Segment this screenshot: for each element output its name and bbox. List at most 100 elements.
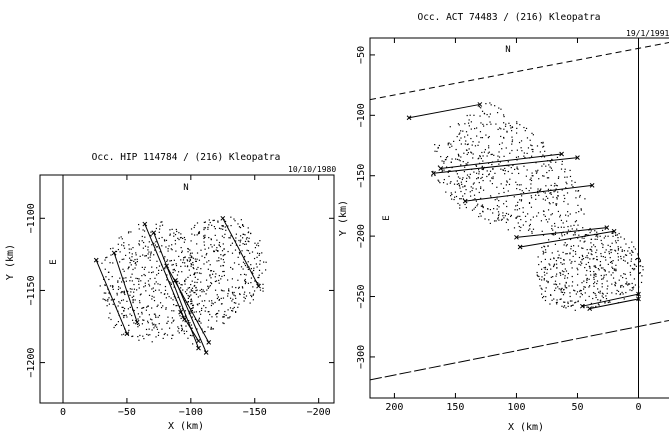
shape-point <box>223 261 225 263</box>
shape-point <box>549 303 551 305</box>
shape-point <box>148 314 150 316</box>
shape-point <box>108 292 110 294</box>
shape-point <box>155 227 158 230</box>
shape-point <box>210 304 213 307</box>
shape-point <box>467 143 469 145</box>
chord-endpoint-marker <box>604 225 610 231</box>
shape-point <box>569 300 572 302</box>
shape-point <box>479 131 482 133</box>
shape-point <box>558 176 560 178</box>
shape-point <box>207 287 209 289</box>
shape-point <box>517 215 519 217</box>
shape-point <box>564 277 566 279</box>
shape-point <box>177 330 179 332</box>
shape-point <box>560 288 562 291</box>
shape-point <box>190 289 192 291</box>
shape-point <box>217 250 219 252</box>
shape-point <box>562 294 565 296</box>
shape-point <box>188 257 190 259</box>
shape-point <box>556 203 558 205</box>
shape-point <box>550 184 552 187</box>
shape-point <box>462 186 464 188</box>
shape-point <box>472 153 474 155</box>
shape-point <box>520 200 522 202</box>
shape-point <box>506 218 508 220</box>
shape-point <box>581 259 583 261</box>
shape-point <box>110 254 112 256</box>
shape-point <box>126 316 128 318</box>
shape-point <box>109 312 111 314</box>
shape-point <box>123 277 125 279</box>
shape-point <box>511 172 513 174</box>
shape-point <box>165 308 167 310</box>
shape-point <box>218 244 220 246</box>
shape-point <box>144 245 147 247</box>
shape-point <box>584 286 586 288</box>
shape-point <box>156 305 158 308</box>
shape-point <box>210 326 212 328</box>
shape-point <box>181 251 183 254</box>
shape-point <box>218 310 220 312</box>
shape-point <box>548 164 550 166</box>
shape-point <box>232 310 234 312</box>
shape-point <box>503 203 505 205</box>
shape-point <box>530 187 532 189</box>
shape-point <box>133 309 135 312</box>
shape-point <box>250 232 252 234</box>
chord-endpoint-marker <box>178 309 183 315</box>
shape-point <box>560 168 563 170</box>
shape-point <box>121 258 123 261</box>
shape-point <box>180 259 182 261</box>
shape-point <box>475 200 478 202</box>
shape-point <box>458 139 461 141</box>
shape-point <box>547 197 549 199</box>
shape-point <box>164 240 166 242</box>
shape-point <box>165 307 167 309</box>
shape-point <box>127 232 130 234</box>
shape-point <box>547 281 549 284</box>
x-axis-label: X (km) <box>508 422 544 433</box>
shape-point <box>458 154 460 156</box>
shape-point <box>120 324 122 327</box>
shape-point <box>115 250 118 253</box>
shape-point <box>602 293 604 295</box>
shape-point <box>229 316 231 318</box>
shape-point <box>148 271 150 273</box>
shape-point <box>631 282 633 285</box>
shape-point <box>186 265 189 267</box>
shape-point <box>224 253 226 256</box>
shape-point <box>252 299 254 301</box>
shape-point <box>597 299 599 301</box>
shape-point <box>593 244 595 246</box>
shape-point <box>167 250 169 252</box>
shape-point <box>557 257 559 259</box>
shape-point <box>508 122 510 124</box>
shape-point <box>520 199 523 201</box>
shape-point <box>581 247 583 249</box>
shape-point <box>627 262 629 264</box>
shape-point <box>584 240 586 242</box>
shape-point <box>635 258 637 261</box>
shape-point <box>506 180 508 182</box>
shape-point <box>191 309 194 312</box>
shape-point <box>544 249 547 251</box>
shape-point <box>518 184 520 186</box>
shape-point <box>190 298 193 300</box>
shape-point <box>176 230 178 233</box>
shape-point <box>503 191 505 194</box>
shape-point <box>596 258 598 261</box>
shape-point <box>148 328 150 330</box>
shape-point <box>119 287 121 289</box>
shape-point <box>121 244 123 246</box>
shape-point <box>117 243 119 245</box>
shape-point <box>620 246 622 248</box>
shape-point <box>599 264 601 267</box>
shape-point <box>586 269 588 272</box>
shape-point <box>173 235 175 237</box>
shape-point <box>537 190 539 192</box>
shape-point <box>118 237 120 239</box>
shape-point <box>572 250 574 252</box>
shape-point <box>490 123 492 125</box>
shape-point <box>482 173 484 176</box>
shape-point <box>620 286 622 288</box>
